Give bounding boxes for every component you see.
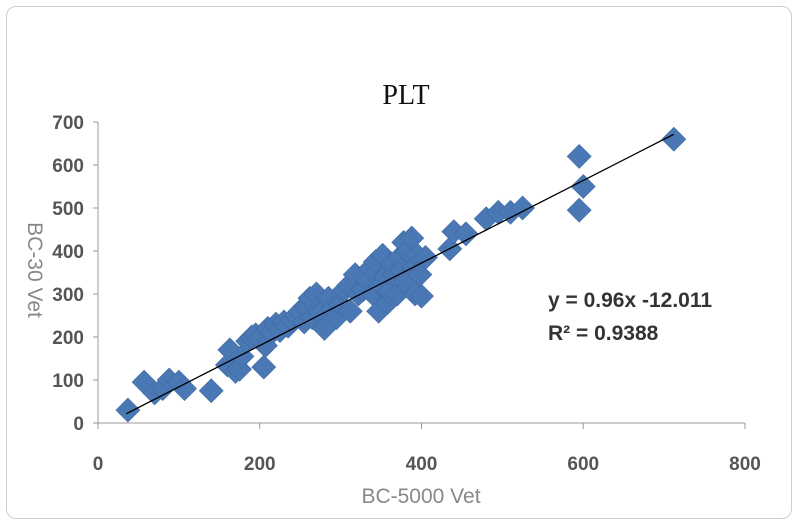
data-point <box>115 397 141 423</box>
chart-title: PLT <box>382 80 429 111</box>
data-point <box>453 221 479 247</box>
x-tick-label: 600 <box>567 454 599 475</box>
y-tick-label: 200 <box>52 328 84 349</box>
data-point <box>661 126 687 152</box>
data-point <box>251 354 277 380</box>
data-point <box>570 174 596 199</box>
r-squared-label: R² = 0.9388 <box>548 322 659 345</box>
x-tick-label: 400 <box>406 454 438 475</box>
y-tick-label: 600 <box>52 156 84 177</box>
data-point <box>566 197 592 223</box>
data-point <box>566 143 592 169</box>
x-tick-label: 0 <box>93 454 104 475</box>
y-axis-label: BC-30 Vet <box>23 222 46 318</box>
x-tick-label: 200 <box>244 454 276 475</box>
data-point <box>198 378 224 404</box>
trendline <box>126 133 675 415</box>
y-tick-label: 700 <box>52 113 84 134</box>
data-point <box>337 298 363 324</box>
data-point <box>172 376 197 402</box>
data-point <box>409 283 434 309</box>
y-tick-label: 300 <box>52 285 84 306</box>
trendline-group <box>126 133 675 415</box>
trendline-equation: y = 0.96x -12.011 <box>548 289 712 312</box>
x-axis-label: BC-5000 Vet <box>361 485 480 508</box>
x-tick-label: 800 <box>729 454 761 475</box>
axes: 0 100 200 300 400 500 600 700 0 200 400 600 800 <box>52 113 761 475</box>
data-points <box>115 126 687 423</box>
y-tick-label: 0 <box>73 414 84 435</box>
y-tick-label: 400 <box>52 242 84 263</box>
y-tick-label: 100 <box>52 371 84 392</box>
y-tick-label: 500 <box>52 199 84 220</box>
